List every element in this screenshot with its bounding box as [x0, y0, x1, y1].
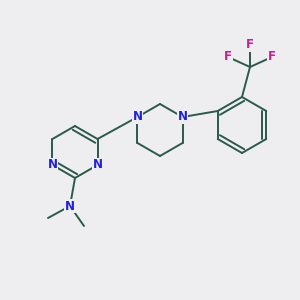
- Text: N: N: [178, 110, 188, 124]
- Text: F: F: [224, 50, 232, 64]
- Text: F: F: [246, 38, 254, 52]
- Text: N: N: [65, 200, 75, 212]
- Text: N: N: [47, 158, 58, 172]
- Text: N: N: [92, 158, 103, 172]
- Text: N: N: [133, 110, 142, 124]
- Text: F: F: [268, 50, 276, 64]
